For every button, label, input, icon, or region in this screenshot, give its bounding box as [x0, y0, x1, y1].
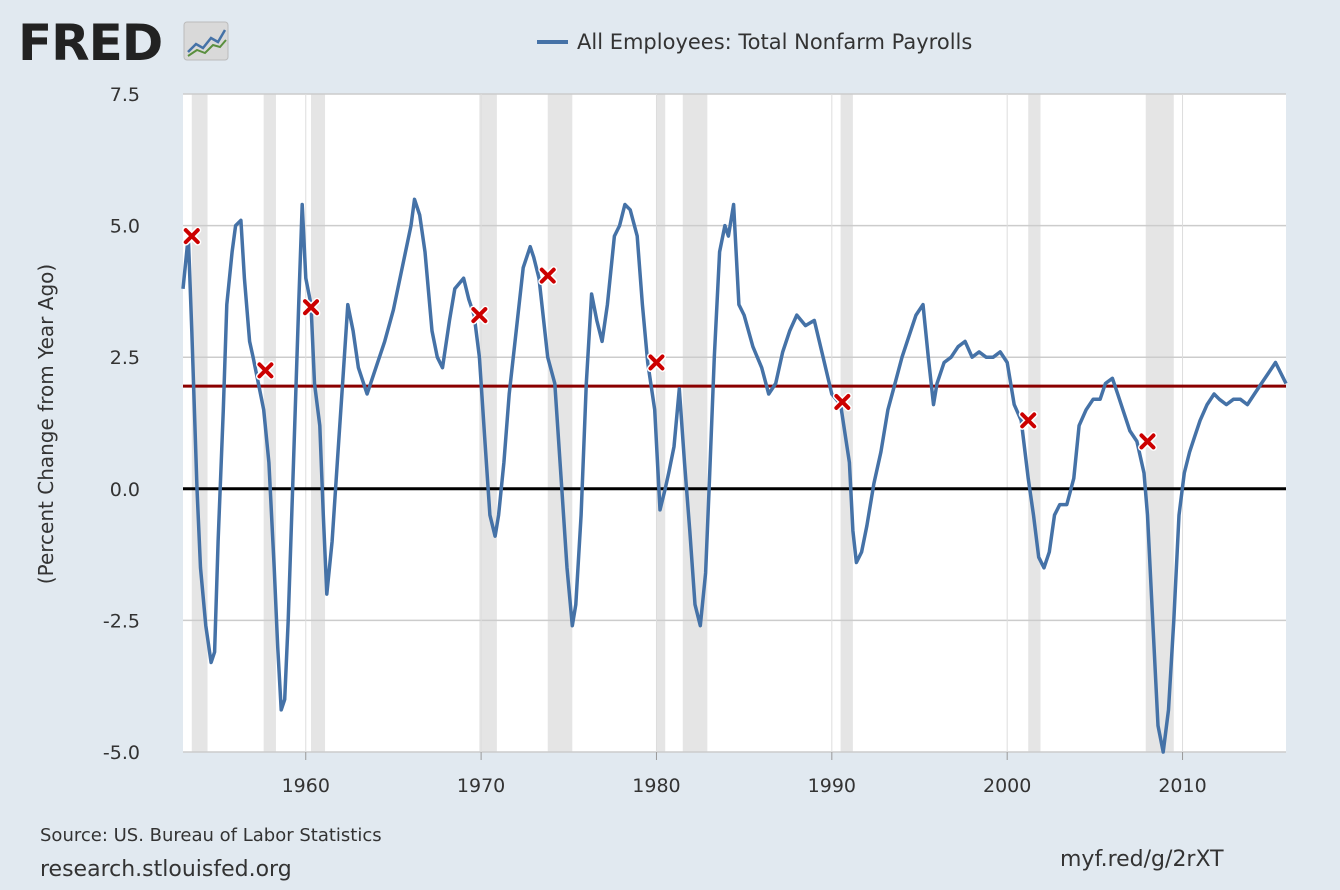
- y-tick-label: 2.5: [110, 347, 140, 369]
- recession-band: [547, 94, 573, 752]
- y-tick-label: 0.0: [110, 479, 140, 501]
- series-line: [181, 197, 1288, 754]
- x-tick-label: 1980: [632, 775, 680, 797]
- y-tick-label: 5.0: [110, 216, 140, 238]
- recession-band: [1145, 94, 1174, 752]
- x-tick-label: 2010: [1158, 775, 1206, 797]
- recession-band: [840, 94, 853, 752]
- logo-text: FRED: [18, 14, 162, 72]
- y-tick-label: 7.5: [110, 84, 140, 106]
- markers-layer: [182, 226, 1157, 451]
- recession-band: [682, 94, 708, 752]
- fred-logo[interactable]: FRED: [18, 14, 229, 72]
- x-tick-label: 1960: [282, 775, 330, 797]
- legend-label: All Employees: Total Nonfarm Payrolls: [577, 30, 972, 54]
- chart-line-icon: [183, 21, 229, 61]
- x-marker: [538, 266, 558, 286]
- recession-bands: [191, 94, 1174, 752]
- y-axis-ticks: -5.0 -2.5 0.0 2.5 5.0 7.5: [103, 84, 140, 764]
- y-tick-label: -2.5: [103, 610, 140, 632]
- x-marker: [255, 360, 275, 380]
- x-marker: [301, 297, 321, 317]
- x-marker: [469, 305, 489, 325]
- x-tick-label: 1990: [808, 775, 856, 797]
- legend: All Employees: Total Nonfarm Payrolls: [537, 30, 972, 54]
- y-axis-label: (Percent Change from Year Ago): [34, 264, 58, 584]
- x-marker: [182, 226, 202, 246]
- recession-band: [479, 94, 497, 752]
- x-marker: [646, 352, 666, 372]
- x-marker: [832, 392, 852, 412]
- source-note: Source: US. Bureau of Labor Statistics: [40, 825, 382, 846]
- x-axis-ticks: 1960 1970 1980 1990 2000 2010: [282, 752, 1207, 797]
- series-layer: [181, 197, 1288, 754]
- x-tick-label: 1970: [457, 775, 505, 797]
- recession-band: [263, 94, 276, 752]
- recession-band: [656, 94, 666, 752]
- x-tick-label: 2000: [983, 775, 1031, 797]
- reference-lines: [183, 384, 1286, 491]
- plot-area: [183, 94, 1286, 752]
- site-link[interactable]: research.stlouisfed.org: [40, 857, 292, 882]
- y-tick-label: -5.0: [103, 742, 140, 764]
- short-link[interactable]: myf.red/g/2rXT: [1060, 847, 1224, 872]
- x-marker: [1018, 410, 1038, 430]
- x-marker: [1137, 431, 1157, 451]
